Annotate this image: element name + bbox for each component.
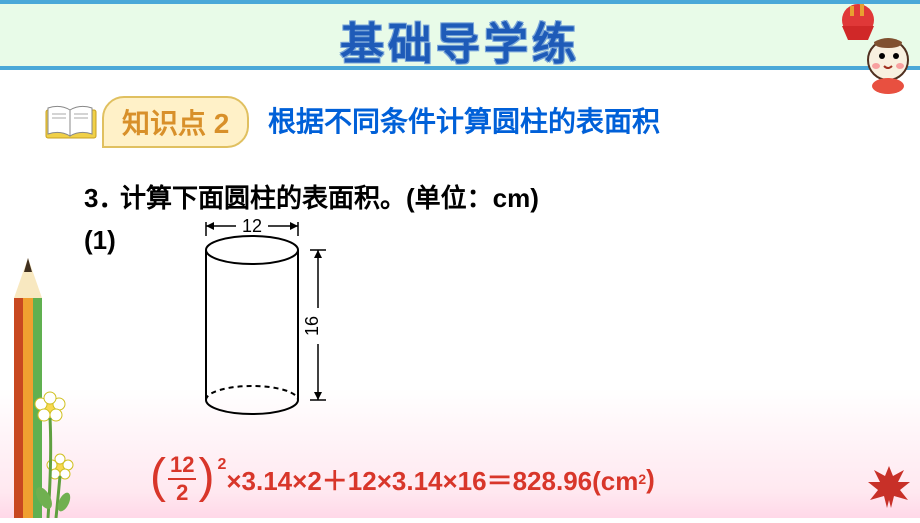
diameter-label: 12	[242, 216, 262, 236]
maple-leaf-icon	[864, 462, 914, 512]
header-bar: 基础导学练	[0, 0, 920, 70]
kp-tag-label: 知识点 2	[122, 108, 229, 139]
character-decoration	[820, 0, 920, 95]
knowledge-point-desc: 根据不同条件计算圆柱的表面积	[268, 100, 660, 140]
exponent: 2	[217, 456, 226, 474]
right-paren: )	[198, 453, 214, 501]
answer-formula: ( 12 2 ) 2 ×3.14×2＋12×3.14×16＝828.96(cm2…	[150, 454, 655, 504]
fraction-denominator: 2	[176, 480, 188, 504]
page-title: 基础导学练	[340, 8, 580, 72]
cylinder-diagram: 12 16	[170, 204, 370, 434]
knowledge-point-tag: 知识点 2	[102, 96, 249, 148]
result-exponent: 2	[638, 471, 646, 487]
fraction-numerator: 12	[168, 454, 196, 480]
book-icon	[42, 102, 102, 142]
formula-part1: ×3.14×2＋12×3.14×16＝828.96(cm	[226, 461, 638, 498]
height-label: 16	[302, 316, 322, 336]
pencil-decoration	[0, 258, 80, 518]
left-paren: (	[150, 453, 166, 501]
question-sub: (1)	[84, 225, 116, 256]
fraction: 12 2	[168, 454, 196, 504]
formula-part2: )	[646, 464, 655, 495]
fraction-group: ( 12 2 )	[150, 454, 214, 504]
question-number: 3．	[84, 178, 124, 215]
